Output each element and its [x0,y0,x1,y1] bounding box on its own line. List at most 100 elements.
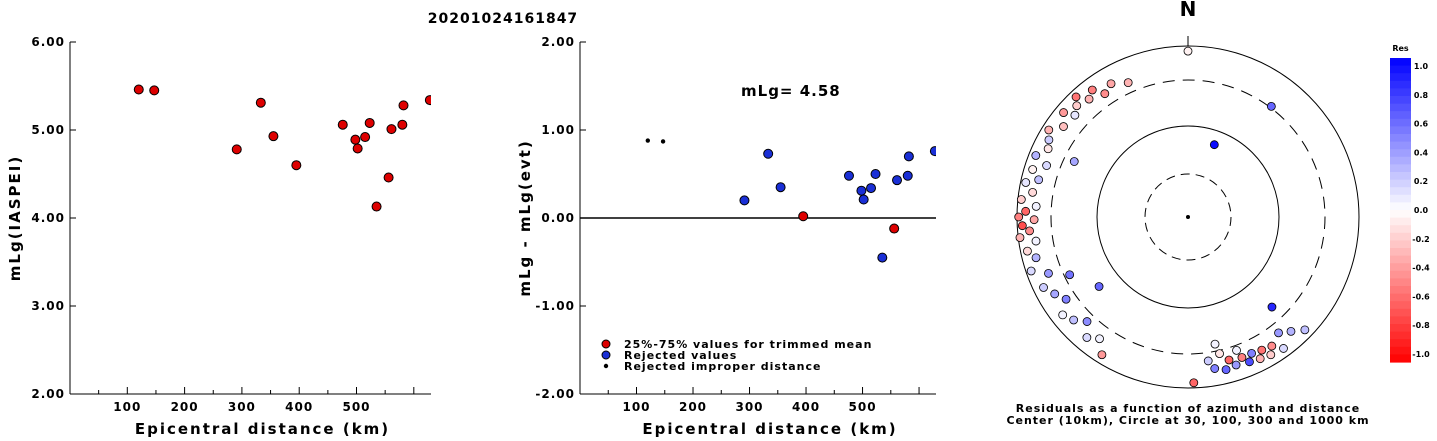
data-point [1059,108,1068,117]
colorbar-segment [1390,270,1411,279]
data-point [1274,328,1283,338]
data-points [1014,46,1310,388]
data-point [870,169,881,179]
colorbar-segment [1390,316,1411,325]
colorbar-segment [1390,255,1411,264]
colorbar-segment [1390,187,1411,196]
colorbar-segment [1390,217,1411,226]
data-point [255,97,266,108]
colorbar-segment [1390,354,1411,363]
data-point [892,175,903,186]
data-point [1224,355,1234,365]
colorbar-segment [1390,65,1411,74]
legend-marker [603,363,609,369]
data-point [1082,317,1092,326]
data-point [1267,341,1277,351]
data-point [1042,161,1051,170]
colorbar-segment [1390,58,1411,67]
data-point [1123,78,1133,88]
data-point [1069,157,1079,166]
data-point [1072,101,1082,111]
data-point [398,100,409,111]
x-tick-label: 300 [228,400,256,414]
colorbar-segment [1390,331,1411,340]
dashed-circle-300km [1050,79,1326,355]
residual-colorbar: Res 1.0 0.8 0.6 0.4 0.2 0.0 -0.2 -0.4 -0.6 -0.8 -1.… [1390,44,1430,363]
colorbar-segment [1390,149,1411,158]
colorbar-tick-label: 0.6 [1414,120,1429,129]
azimuth-residual-polar-panel: N Residuals as a function of azimuth and … [1006,0,1368,427]
data-point [1189,378,1199,388]
colorbar-tick-label: 0.0 [1414,206,1429,215]
data-point [268,131,279,142]
y-tick-label: 1.00 [541,123,575,137]
data-point [1232,345,1241,355]
colorbar-segment [1390,80,1411,89]
y-tick-label: -2.00 [535,387,575,401]
data-point [1097,350,1107,360]
colorbar-segment [1390,308,1411,317]
colorbar-segment [1390,73,1411,82]
data-point [1209,140,1219,150]
data-point [903,151,914,162]
data-point [798,211,809,222]
x-axis-label: Epicentral distance (km) [135,420,390,438]
data-points [645,138,936,263]
data-point [1266,101,1276,111]
data-point [350,134,361,145]
x-tick-label: 100 [622,400,650,414]
x-tick-label: 400 [285,400,313,414]
colorbar-segment [1390,164,1411,173]
north-label: N [1180,0,1197,21]
y-tick-label: -1.00 [535,299,575,313]
center-point [1186,215,1190,219]
data-point [1014,212,1024,222]
data-point [1061,294,1071,304]
colorbar-segment [1390,172,1411,181]
data-point [1071,92,1081,102]
data-point [1031,201,1041,211]
data-point [1300,325,1310,335]
colorbar-segment [1390,194,1411,203]
colorbar-segment [1390,210,1411,219]
data-point [1050,289,1060,299]
colorbar-segment [1390,111,1411,120]
data-point [1026,266,1036,276]
x-tick-label: 400 [792,400,820,414]
data-point [1106,79,1116,89]
colorbar-tick-label: -0.4 [1412,264,1430,273]
data-point [856,185,867,196]
caption-line-1: Residuals as a function of azimuth and d… [1016,402,1360,415]
data-point [1237,353,1247,362]
data-point [1065,270,1075,280]
x-axis-label: Epicentral distance (km) [642,420,897,438]
data-point [1044,268,1053,278]
colorbar-segment [1390,118,1411,127]
data-point [645,138,651,143]
data-point [360,132,371,143]
data-point [1039,283,1048,292]
data-point [1087,85,1097,95]
residual-vs-distance-panel: -2.00 -1.00 0.00 1.00 2.00 100 200 300 400 500 Epi… [516,35,936,438]
data-point [1029,215,1039,225]
data-point [739,195,750,206]
colorbar-segment [1390,141,1411,150]
data-point [877,252,888,263]
colorbar-tick-label: -0.6 [1412,292,1430,301]
y-axis-label: mLg(IASPEI) [6,155,24,281]
data-point [291,160,302,171]
legend-label: 25%-75% values for trimmed mean [624,338,872,351]
colorbar-segment [1390,278,1411,287]
y-tick-label: 0.00 [541,211,575,225]
data-point [866,183,877,194]
data-point [1017,221,1027,231]
data-point [1058,310,1068,320]
colorbar-segment [1390,301,1411,310]
data-point [1084,94,1094,104]
data-points [133,84,431,212]
colorbar-segment [1390,103,1411,112]
data-point [1210,364,1220,373]
data-point [1082,333,1092,342]
colorbar-tick-label: -0.8 [1412,321,1430,330]
